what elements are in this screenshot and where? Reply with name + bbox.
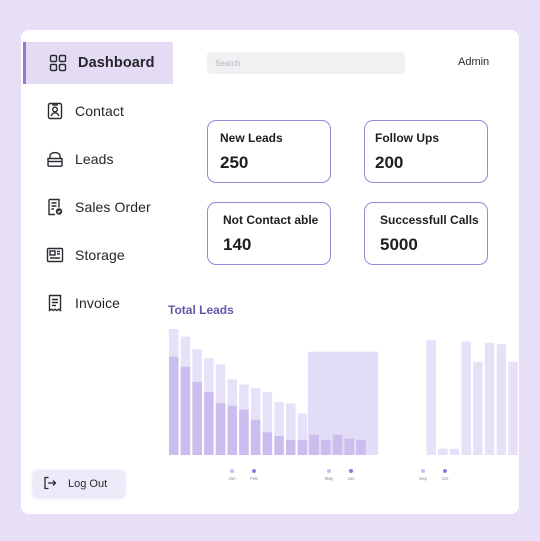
chart-tick-label: Jun xyxy=(347,476,355,481)
chart-tick-label: Sep xyxy=(419,476,428,481)
stat-card-successful-calls: Successfull Calls 5000 xyxy=(364,202,488,265)
sidebar-item-label: Contact xyxy=(75,103,124,119)
chart-bar xyxy=(344,438,354,455)
sidebar-item-dashboard[interactable]: Dashboard xyxy=(23,42,173,84)
chart-bar xyxy=(496,344,507,455)
chart-tick-label: May xyxy=(325,476,334,481)
stat-value: 200 xyxy=(375,153,404,172)
chart-bar xyxy=(286,403,296,455)
chart-bar xyxy=(484,342,495,455)
chart-title: Total Leads xyxy=(168,303,234,317)
chart-highlight-region xyxy=(307,351,379,455)
sidebar-item-label: Storage xyxy=(75,247,125,263)
logout-icon xyxy=(43,476,57,490)
stat-value: 250 xyxy=(220,153,249,172)
dashboard-card: Dashboard Contact Leads xyxy=(21,30,519,514)
invoice-icon xyxy=(45,293,65,313)
sidebar-item-label: Sales Order xyxy=(75,199,151,215)
chart-tick-label: Feb xyxy=(250,476,258,481)
logout-button[interactable]: Log Out xyxy=(33,470,125,497)
sidebar-item-sales-order[interactable]: Sales Order xyxy=(23,186,173,228)
chart-bar xyxy=(449,448,460,455)
stat-value: 140 xyxy=(223,235,252,254)
logout-label: Log Out xyxy=(68,477,108,490)
stat-card-follow-ups: Follow Ups 200 xyxy=(364,120,488,183)
chart-bar xyxy=(297,439,308,455)
chart-bar xyxy=(438,448,448,455)
storage-icon xyxy=(45,245,65,265)
chart-bar xyxy=(169,356,179,455)
chart-bar xyxy=(286,439,296,455)
contact-icon xyxy=(45,101,65,121)
chart-bar xyxy=(215,403,226,455)
stat-title: Follow Ups xyxy=(375,131,439,145)
chart-bar xyxy=(321,439,331,455)
stat-card-not-contactable: Not Contact able 140 xyxy=(207,202,331,265)
dashboard-icon xyxy=(48,53,68,73)
chart-bar xyxy=(227,405,237,455)
sidebar-item-label: Leads xyxy=(75,151,114,167)
chart-bar xyxy=(250,419,261,455)
chart-tick-dot xyxy=(349,469,353,473)
sidebar-item-label: Invoice xyxy=(75,295,121,311)
chart-bar xyxy=(332,434,343,455)
chart-tick-dot xyxy=(230,469,234,473)
chart-bar xyxy=(204,392,214,455)
chart-bar xyxy=(508,361,518,455)
chart-bar xyxy=(262,392,273,455)
chart-bar xyxy=(356,439,366,455)
stat-title: New Leads xyxy=(220,131,283,145)
stat-title: Successfull Calls xyxy=(380,213,479,227)
sidebar-item-label: Dashboard xyxy=(78,55,155,71)
chart-tick-dot xyxy=(421,469,425,473)
chart-bar xyxy=(274,436,284,455)
total-leads-chart: Jan Feb May Jun Sep Oct xyxy=(169,329,518,481)
search-input[interactable] xyxy=(207,52,405,74)
chart-tick-dot xyxy=(327,469,331,473)
chart-tick-dot xyxy=(443,469,447,473)
sidebar-item-storage[interactable]: Storage xyxy=(23,234,173,276)
chart-tick-dot xyxy=(252,469,256,473)
admin-user-menu[interactable]: Admin xyxy=(458,56,490,68)
sidebar-item-contact[interactable]: Contact xyxy=(23,90,173,132)
leads-icon xyxy=(45,149,65,169)
chart-bar xyxy=(309,434,319,455)
chart-tick-label: Oct xyxy=(441,476,449,481)
chart-bar xyxy=(180,366,191,455)
chart-bar xyxy=(426,340,436,455)
sales-order-icon xyxy=(45,197,65,217)
sidebar-item-leads[interactable]: Leads xyxy=(23,138,173,180)
chart-bar xyxy=(239,409,249,455)
stat-title: Not Contact able xyxy=(223,213,319,227)
stat-card-new-leads: New Leads 250 xyxy=(207,120,331,183)
chart-bar xyxy=(262,432,273,455)
sidebar-item-invoice[interactable]: Invoice xyxy=(23,282,173,324)
chart-bar xyxy=(274,402,284,455)
chart-bar xyxy=(297,413,308,455)
chart-bar xyxy=(461,341,471,455)
stat-value: 5000 xyxy=(380,235,418,254)
chart-tick-label: Jan xyxy=(228,476,236,481)
chart-bar xyxy=(192,381,202,455)
chart-bar xyxy=(473,361,483,455)
